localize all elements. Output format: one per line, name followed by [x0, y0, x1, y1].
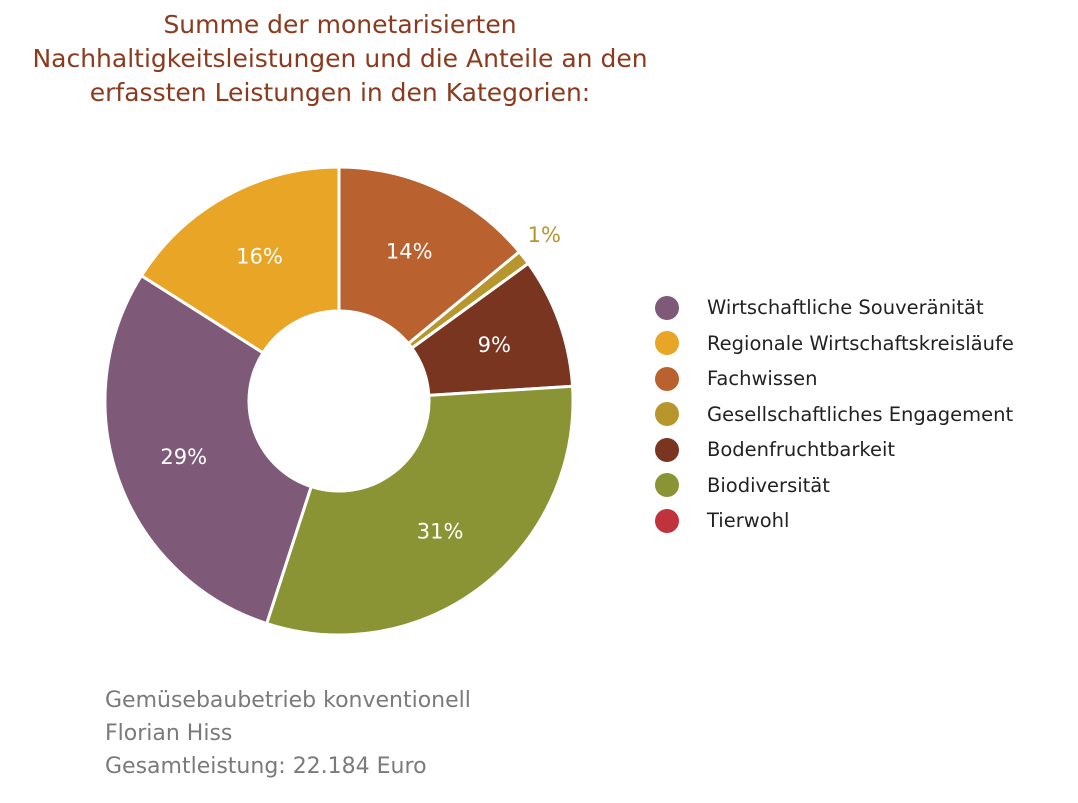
slice-fachwissen: [337, 165, 522, 346]
farm-type: Gemüsebaubetrieb konventionell: [105, 688, 471, 713]
total-value: Gesamtleistung: 22.184 Euro: [105, 754, 427, 779]
data-label: 14%: [386, 240, 433, 264]
legend-swatch: [655, 473, 679, 498]
legend-swatch: [655, 366, 679, 391]
data-label: 16%: [236, 244, 283, 268]
slice-wirtschaftliche-souver-nit-t: [103, 273, 314, 626]
data-label: 1%: [528, 223, 561, 247]
legend-label: Fachwissen: [707, 367, 818, 391]
legend-swatch: [655, 508, 679, 533]
legend-item: Wirtschaftliche Souveränität: [655, 290, 1014, 326]
data-label: 9%: [478, 333, 511, 357]
legend-swatch: [655, 402, 679, 427]
chart-title-line: Summe der monetarisierten: [163, 10, 517, 39]
legend-swatch: [655, 295, 679, 320]
chart-footer: Gemüsebaubetrieb konventionell Florian H…: [105, 684, 471, 783]
legend-label: Gesellschaftliches Engagement: [707, 402, 1014, 426]
chart-title-line: erfassten Leistungen in den Kategorien:: [89, 78, 591, 107]
legend-item: Regionale Wirtschaftskreisläufe: [655, 326, 1014, 362]
legend-item: Fachwissen: [655, 361, 1014, 397]
legend-label: Tierwohl: [707, 509, 790, 533]
farm-owner: Florian Hiss: [105, 721, 233, 746]
legend-swatch: [655, 331, 679, 356]
legend-label: Biodiversität: [707, 473, 830, 497]
data-label: 29%: [160, 445, 207, 469]
legend-item: Bodenfruchtbarkeit: [655, 432, 1014, 468]
legend-label: Bodenfruchtbarkeit: [707, 438, 896, 462]
data-label: 31%: [417, 519, 464, 543]
slice-biodiversit-t: [264, 384, 575, 637]
legend-item: Tierwohl: [655, 503, 1014, 539]
chart-title: Summe der monetarisierten Nachhaltigkeit…: [0, 8, 680, 110]
slice-regionale-wirtschaftskreisl-ufe: [139, 165, 341, 355]
legend-label: Wirtschaftliche Souveränität: [707, 296, 984, 320]
legend-label: Regionale Wirtschaftskreisläufe: [707, 331, 1014, 355]
legend: Wirtschaftliche Souveränität Regionale Wi…: [655, 290, 1014, 539]
legend-item: Gesellschaftliches Engagement: [655, 397, 1014, 433]
legend-swatch: [655, 437, 679, 462]
legend-item: Biodiversität: [655, 468, 1014, 504]
chart-title-line: Nachhaltigkeitsleistungen und die Anteil…: [32, 44, 648, 73]
